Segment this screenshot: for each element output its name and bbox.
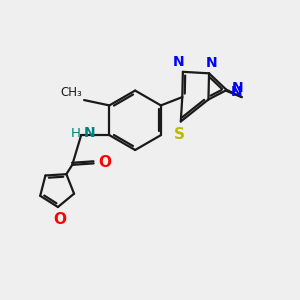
Text: N: N xyxy=(83,126,95,140)
Text: CH₃: CH₃ xyxy=(60,85,82,99)
Text: N: N xyxy=(231,85,243,99)
Text: O: O xyxy=(98,155,111,170)
Text: N: N xyxy=(232,81,243,95)
Text: H: H xyxy=(71,127,81,140)
Text: S: S xyxy=(174,127,185,142)
Text: N: N xyxy=(206,56,217,70)
Text: N: N xyxy=(172,55,184,69)
Text: O: O xyxy=(53,212,66,227)
